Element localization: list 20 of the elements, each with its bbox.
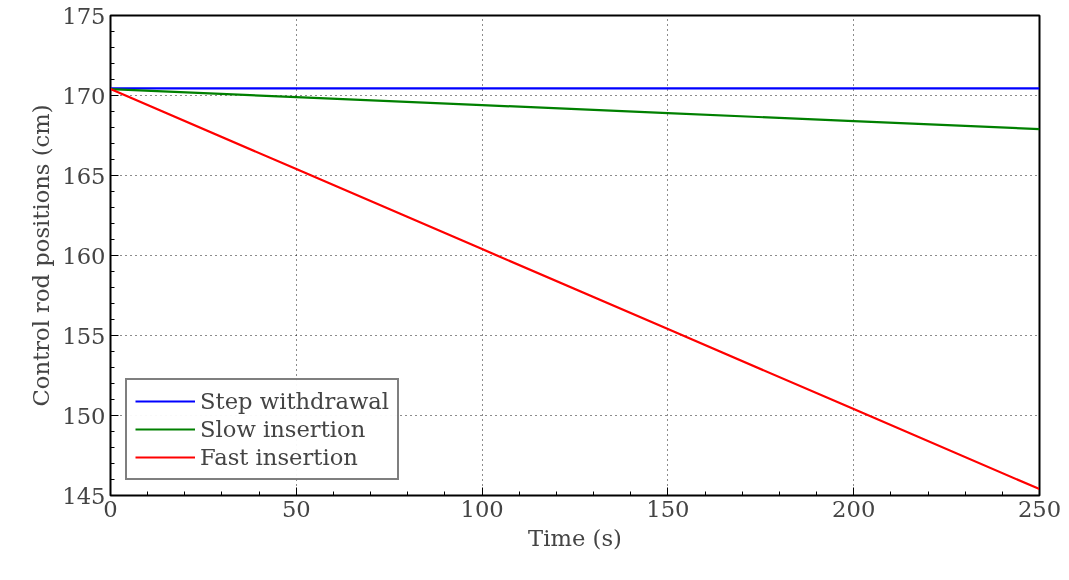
line-series: [110, 88, 1040, 131]
x-tick-label: 250: [1017, 495, 1062, 522]
legend-label: Fast insertion: [200, 444, 358, 470]
x-tick-label: 100: [460, 495, 504, 522]
legend-label: Slow insertion: [200, 416, 366, 442]
y-tick-label: 175: [62, 2, 106, 29]
y-tick-label: 150: [62, 402, 106, 429]
y-tick-label: 145: [62, 482, 106, 509]
y-tick-label: 170: [62, 82, 106, 109]
x-axis-title: Time (s): [528, 524, 622, 551]
y-tick-label: 160: [62, 242, 106, 269]
y-tick-label: 155: [62, 322, 106, 349]
y-tick-label: 165: [62, 162, 106, 189]
legend-label: Step withdrawal: [200, 388, 390, 414]
y-axis-title: Control rod positions (cm): [28, 104, 55, 407]
x-tick-label: 0: [103, 495, 118, 522]
x-tick-label: 150: [646, 495, 690, 522]
line-series: [110, 88, 1040, 491]
x-tick-label: 50: [281, 495, 311, 522]
x-tick-label: 200: [832, 495, 876, 522]
